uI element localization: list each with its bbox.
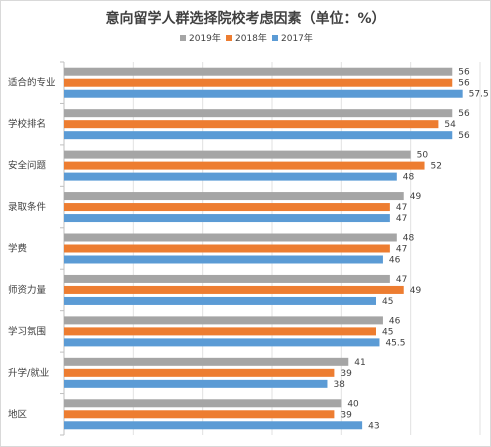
- data-label: 47: [396, 203, 407, 213]
- data-label: 45: [382, 297, 393, 307]
- bar: [64, 410, 335, 419]
- bar: [64, 338, 380, 347]
- legend-label: 2019年: [189, 32, 221, 44]
- category-label: 学习氛围: [8, 325, 46, 337]
- category-label: 安全问题: [8, 160, 47, 172]
- data-label: 41: [354, 358, 365, 368]
- legend-swatch: [272, 35, 278, 41]
- data-label: 47: [396, 275, 407, 285]
- data-label: 56: [458, 131, 470, 141]
- legend-swatch: [226, 35, 232, 41]
- data-label: 40: [347, 399, 359, 409]
- chart-title: 意向留学人群选择院校考虑因素（单位：%）: [105, 11, 386, 27]
- bar: [64, 150, 411, 159]
- category-label: 学费: [8, 243, 27, 255]
- bar: [64, 233, 397, 242]
- bar: [64, 285, 404, 294]
- category-label: 录取条件: [8, 201, 47, 213]
- bar: [64, 255, 383, 264]
- category-label: 师资力量: [8, 284, 47, 296]
- bar: [64, 399, 342, 408]
- bar: [64, 274, 390, 283]
- legend-swatch: [180, 35, 186, 41]
- data-label: 48: [403, 234, 415, 244]
- data-label: 50: [417, 151, 429, 161]
- category-label: 学校排名: [8, 118, 46, 130]
- bar: [64, 172, 397, 181]
- bar: [64, 296, 376, 305]
- bar: [64, 67, 453, 76]
- bar: [64, 357, 349, 366]
- bar: [64, 161, 425, 170]
- data-label: 52: [431, 162, 442, 172]
- bar: [64, 244, 390, 253]
- data-label: 56: [458, 109, 470, 119]
- data-label: 45.5: [385, 338, 405, 348]
- bar: [64, 327, 376, 336]
- data-label: 56: [458, 79, 470, 89]
- data-label: 39: [340, 410, 352, 420]
- data-label: 47: [396, 214, 407, 224]
- data-label: 48: [403, 173, 415, 183]
- legend-label: 2017年: [281, 32, 313, 44]
- category-label: 适合的专业: [8, 77, 56, 89]
- bar: [64, 316, 383, 325]
- bar: [64, 214, 390, 223]
- category-label: 升学/就业: [8, 367, 49, 379]
- bar: [64, 78, 453, 87]
- bar: [64, 203, 390, 212]
- data-label: 49: [410, 286, 422, 296]
- data-label: 39: [340, 369, 352, 379]
- bar: [64, 120, 439, 129]
- bar: [64, 131, 453, 140]
- bar: [64, 421, 363, 430]
- data-label: 57.5: [469, 90, 489, 100]
- category-label: 地区: [8, 408, 28, 420]
- legend-label: 2018年: [235, 32, 267, 44]
- data-label: 45: [382, 327, 393, 337]
- data-label: 56: [458, 68, 470, 78]
- bar: [64, 368, 335, 377]
- data-label: 54: [444, 120, 456, 130]
- data-label: 47: [396, 245, 407, 255]
- bar: [64, 89, 463, 98]
- bar: [64, 379, 328, 388]
- data-label: 46: [389, 256, 401, 266]
- data-label: 46: [389, 316, 401, 326]
- bar: [64, 192, 404, 201]
- data-label: 49: [410, 192, 422, 202]
- bar: [64, 109, 453, 118]
- data-label: 38: [333, 380, 345, 390]
- data-label: 43: [368, 421, 379, 431]
